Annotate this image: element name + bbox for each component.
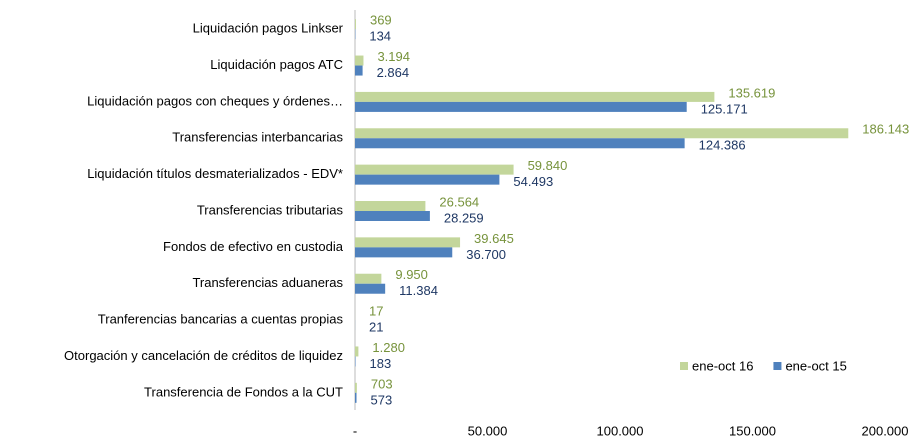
value-label: 2.864: [377, 65, 410, 80]
y-tick-label: Transferencias tributarias: [197, 202, 344, 217]
x-tick-label: 150.000: [729, 423, 776, 438]
value-label: 59.840: [528, 158, 568, 173]
legend-swatch: [680, 362, 688, 370]
value-label: 9.950: [395, 267, 428, 282]
x-tick-label: 200.000: [862, 423, 909, 438]
bar: [355, 237, 461, 248]
legend-label: ene-oct 16: [692, 358, 753, 373]
bar: [355, 65, 363, 76]
legend-label: ene-oct 15: [785, 358, 846, 373]
bar: [355, 138, 685, 149]
value-label: 21: [369, 320, 383, 335]
y-tick-label: Liquidación pagos Linkser: [193, 21, 344, 36]
x-tick-label: 100.000: [597, 423, 644, 438]
bar: [355, 55, 364, 66]
bar: [355, 211, 430, 221]
value-label: 54.493: [513, 174, 553, 189]
y-tick-label: Transferencia de Fondos a la CUT: [144, 384, 343, 399]
y-tick-label: Liquidación pagos ATC: [210, 57, 343, 72]
value-label: 17: [369, 304, 383, 319]
bar: [355, 382, 357, 393]
y-tick-label: Fondos de efectivo en custodia: [163, 239, 344, 254]
y-tick-label: Tranferencias bancarias a cuentas propia…: [98, 312, 344, 327]
value-label: 36.700: [466, 247, 506, 262]
value-label: 124.386: [699, 138, 746, 153]
value-label: 369: [370, 13, 392, 28]
value-label: 3.194: [377, 49, 410, 64]
value-label: 125.171: [701, 101, 748, 116]
bar: [355, 273, 382, 284]
y-tick-label: Transferencias interbancarias: [172, 130, 343, 145]
bar: [355, 174, 500, 185]
value-label: 28.259: [444, 210, 484, 225]
value-label: 134: [369, 29, 391, 44]
value-label: 573: [371, 392, 393, 407]
bar: [355, 91, 715, 102]
value-label: 135.619: [728, 85, 775, 100]
bar: [355, 19, 356, 30]
y-tick-label: Transferencias aduaneras: [192, 275, 343, 290]
value-label: 183: [369, 356, 391, 371]
y-tick-label: Otorgación y cancelación de créditos de …: [64, 348, 343, 363]
bar: [355, 101, 687, 112]
value-label: 1.280: [372, 340, 405, 355]
legend-swatch: [773, 362, 782, 370]
bar: [355, 283, 386, 294]
y-tick-label: Liquidación títulos desmaterializados - …: [87, 166, 343, 181]
value-label: 703: [371, 376, 393, 391]
bar: [355, 392, 357, 403]
x-tick-label: -: [353, 423, 357, 438]
value-label: 39.645: [474, 231, 514, 246]
bar: [355, 247, 453, 258]
x-tick-label: 50.000: [468, 423, 508, 438]
bar: [355, 346, 359, 357]
bar: [355, 164, 514, 175]
value-label: 26.564: [439, 194, 479, 209]
value-label: 186.143: [862, 122, 909, 137]
bar: [355, 201, 426, 211]
bar: [355, 128, 849, 139]
y-tick-label: Liquidación pagos con cheques y órdenes…: [87, 93, 343, 108]
value-label: 11.384: [399, 283, 438, 298]
